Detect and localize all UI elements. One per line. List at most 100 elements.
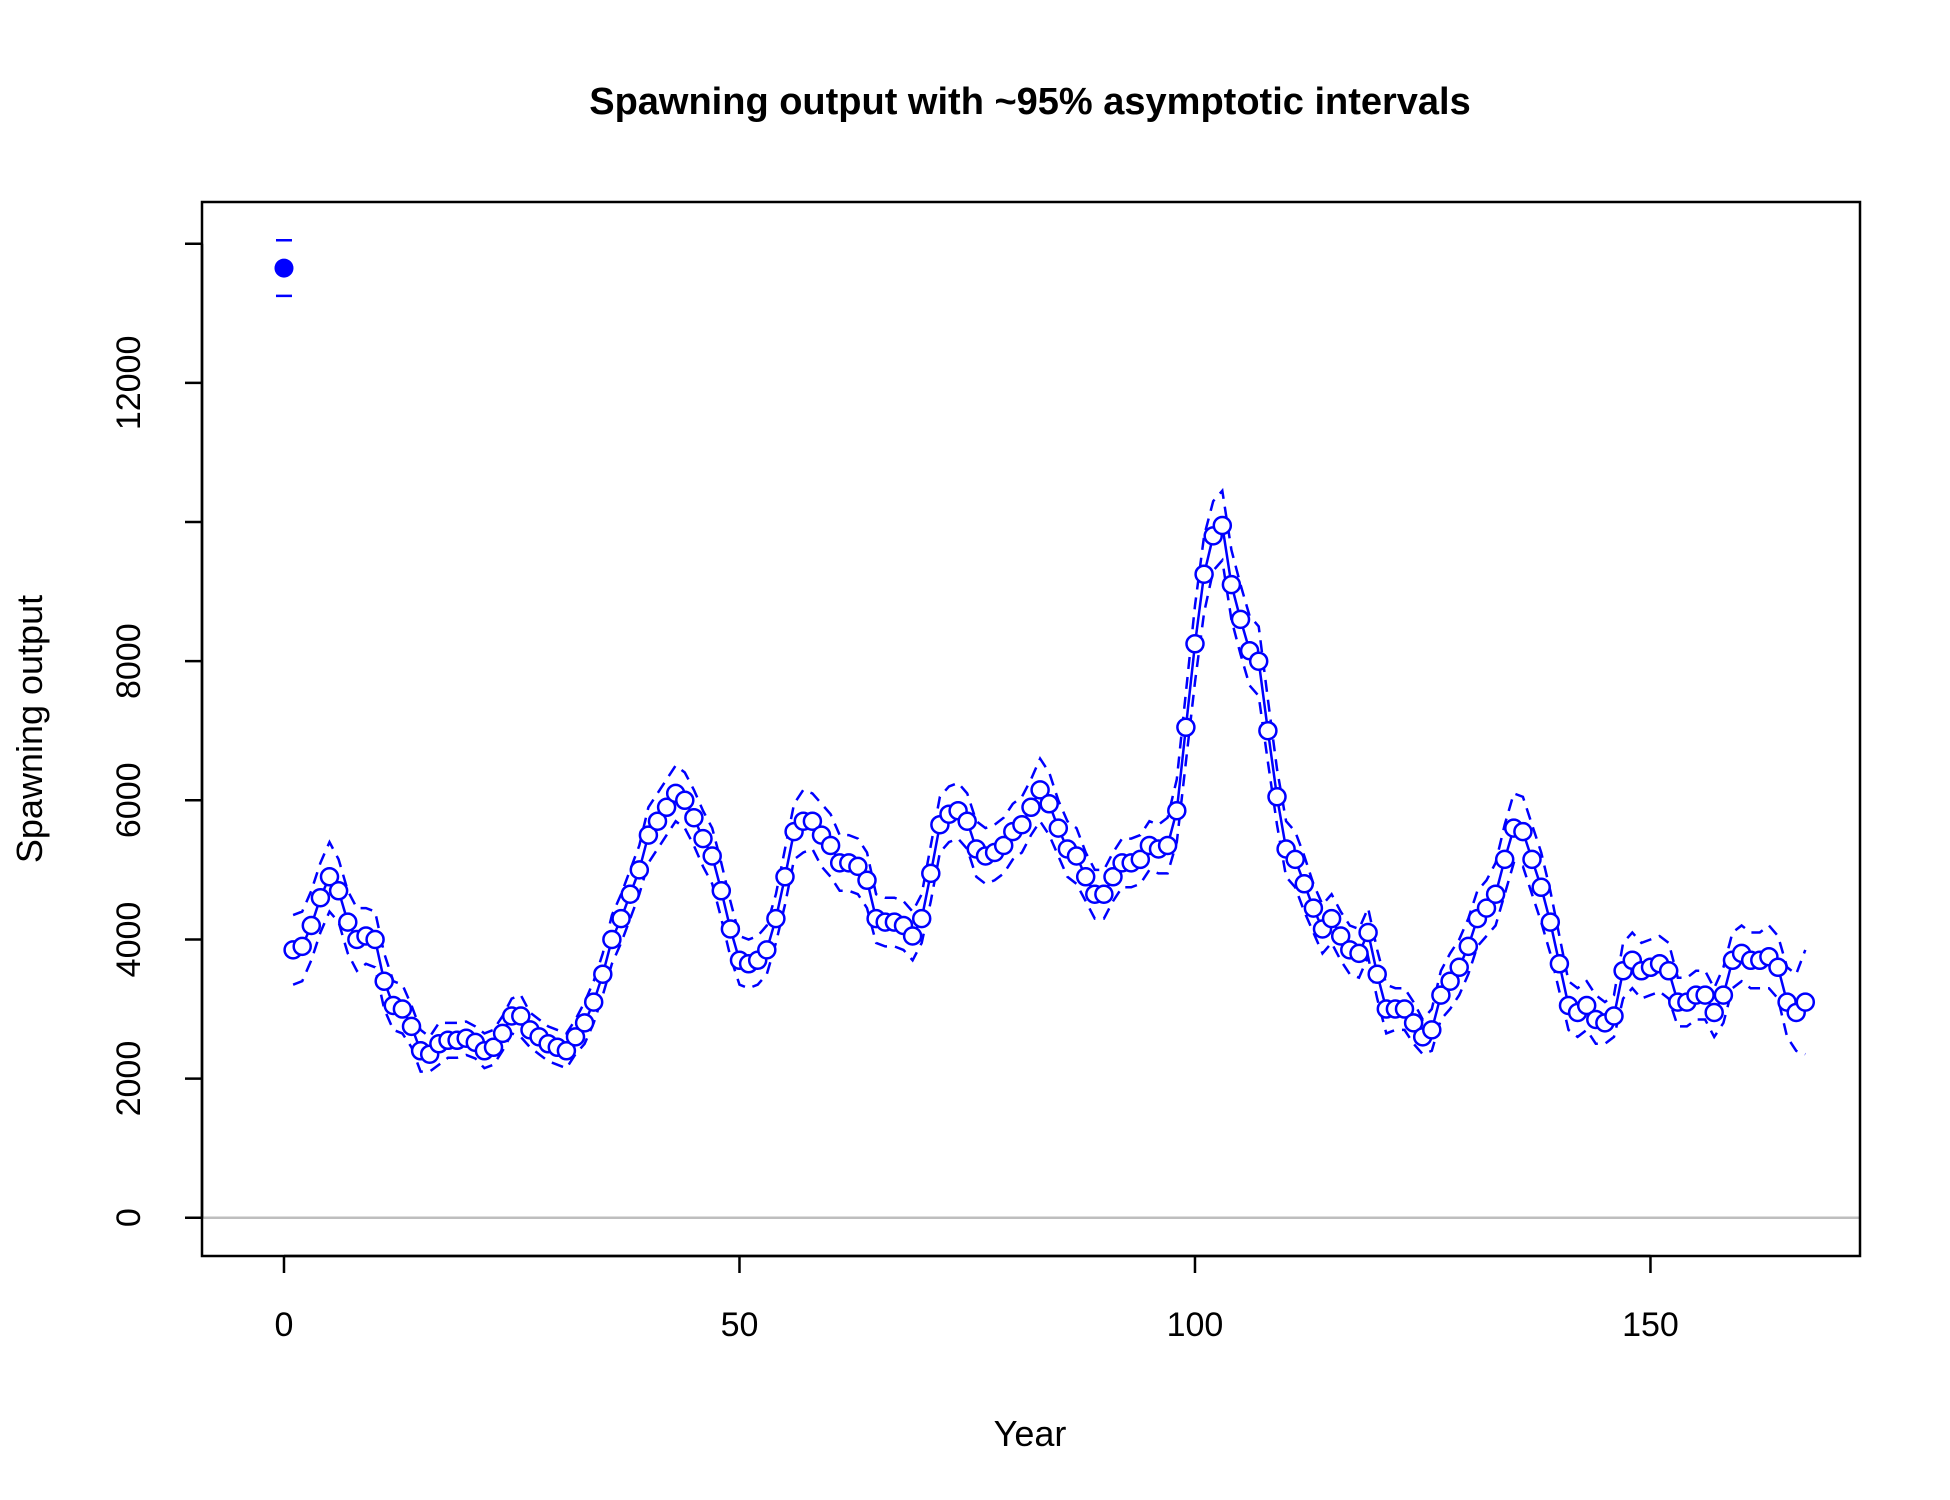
data-point (1449, 957, 1469, 978)
data-point (1285, 849, 1305, 870)
data-point (1130, 849, 1151, 870)
data-point (1230, 609, 1251, 630)
data-point (647, 811, 668, 831)
data-point (1221, 574, 1242, 595)
data-point (1367, 964, 1387, 984)
series-point-layer (283, 515, 1816, 1064)
data-point (775, 867, 795, 887)
data-point (1248, 651, 1269, 671)
data-point (1768, 957, 1788, 978)
data-point (1795, 992, 1816, 1012)
virgin-point (274, 258, 294, 278)
x-tick-label: 150 (1622, 1306, 1679, 1344)
x-axis: 0 50 100 150 (275, 1254, 1679, 1344)
y-axis: 0 2000 4000 6000 8000 12000 (110, 242, 204, 1227)
data-point (328, 881, 349, 901)
x-tick-label: 50 (721, 1306, 759, 1344)
data-point (1021, 797, 1041, 818)
data-point (684, 807, 704, 828)
data-point (1458, 936, 1479, 957)
data-point (319, 867, 340, 887)
data-point (1695, 985, 1715, 1005)
data-point (1094, 884, 1114, 904)
data-point (1431, 985, 1451, 1005)
data-point (1330, 926, 1351, 946)
virgin-estimate-layer (274, 239, 294, 298)
data-point (1294, 874, 1315, 894)
data-point (766, 908, 786, 929)
data-point (565, 1027, 586, 1047)
data-point (957, 811, 977, 831)
data-point (1658, 961, 1679, 981)
data-point (1167, 800, 1187, 821)
data-point (1185, 634, 1205, 654)
data-point (638, 825, 659, 845)
plot-frame (200, 200, 1862, 1258)
x-axis-label: Year (994, 1413, 1067, 1454)
y-axis-label: Spawning output (9, 595, 50, 863)
interval-band-layer (292, 487, 1807, 1073)
data-point (820, 835, 841, 856)
data-point (1321, 908, 1342, 929)
data-point (620, 884, 640, 904)
data-point (693, 828, 713, 849)
y-tick-label: 0 (110, 1208, 148, 1227)
upper-interval-line (292, 487, 1807, 1039)
data-point (802, 811, 823, 831)
data-point (365, 929, 385, 950)
data-point (1048, 818, 1069, 838)
data-point (1176, 717, 1196, 738)
x-tick-label: 100 (1167, 1306, 1224, 1344)
data-point (1212, 515, 1233, 536)
chart-title: Spawning output with ~95% asymptotic int… (589, 81, 1471, 123)
data-point (583, 992, 604, 1012)
data-point (902, 926, 923, 946)
data-point (1422, 1020, 1442, 1040)
data-point (602, 929, 622, 950)
data-point (1540, 912, 1561, 932)
data-point (401, 1016, 422, 1037)
data-point (702, 846, 722, 866)
data-point (1194, 564, 1214, 584)
data-point (629, 860, 650, 880)
data-point (556, 1041, 577, 1061)
data-point (857, 870, 877, 891)
data-point (310, 887, 331, 908)
lower-interval-line (292, 557, 1806, 1073)
data-point (1103, 867, 1123, 887)
data-point (511, 1006, 531, 1026)
data-point (611, 908, 631, 929)
data-point (757, 940, 777, 960)
data-point (1440, 971, 1460, 991)
data-point (392, 999, 413, 1019)
data-point (1713, 985, 1734, 1005)
data-point (921, 863, 941, 884)
y-tick-label: 8000 (110, 623, 148, 699)
data-point (574, 1013, 595, 1033)
data-point (1358, 922, 1378, 943)
data-point (656, 797, 677, 818)
data-point (1549, 954, 1570, 974)
data-point (1012, 814, 1032, 835)
data-point (1349, 943, 1369, 964)
data-point (711, 881, 732, 901)
data-point (1522, 849, 1542, 870)
data-point (1485, 884, 1506, 904)
data-point (720, 919, 741, 939)
data-point (1394, 999, 1415, 1019)
data-point (1476, 898, 1497, 918)
data-point (1403, 1013, 1424, 1033)
data-point (675, 790, 695, 811)
data-point (1267, 787, 1287, 807)
data-point (483, 1037, 504, 1058)
y-tick-label: 12000 (110, 336, 148, 431)
data-point (338, 912, 358, 932)
data-point (1039, 794, 1059, 814)
data-point (1494, 849, 1515, 870)
data-point (1604, 1006, 1624, 1026)
y-tick-label: 4000 (110, 902, 148, 978)
data-point (1303, 898, 1324, 918)
data-point (848, 856, 868, 877)
data-point (1531, 877, 1551, 898)
